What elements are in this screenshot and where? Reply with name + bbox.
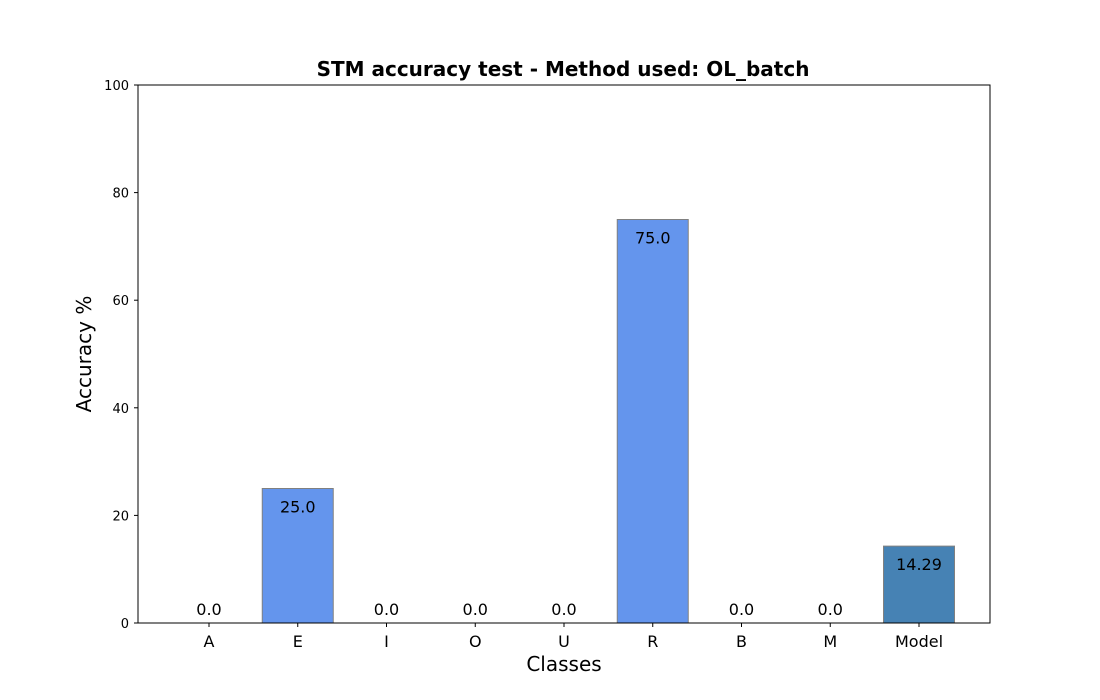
y-tick-label: 0 xyxy=(121,617,129,632)
x-axis-label: Classes xyxy=(526,652,601,676)
x-tick-label: I xyxy=(384,632,389,651)
data-label: 25.0 xyxy=(280,498,316,517)
y-tick-label: 80 xyxy=(112,187,129,202)
data-label: 0.0 xyxy=(463,600,488,619)
data-label: 0.0 xyxy=(551,600,576,619)
bar-r xyxy=(616,219,689,624)
bar-model xyxy=(883,545,955,624)
data-label: 14.29 xyxy=(896,555,942,574)
plot-area-frame xyxy=(137,84,991,624)
data-label: 0.0 xyxy=(196,600,221,619)
x-tick-label: M xyxy=(823,632,837,651)
y-axis-label: Accuracy % xyxy=(72,296,96,413)
data-label: 0.0 xyxy=(818,600,843,619)
y-tick-label: 60 xyxy=(112,294,129,309)
bar-e xyxy=(261,488,334,624)
y-tick-label: 40 xyxy=(112,402,129,417)
data-label: 0.0 xyxy=(374,600,399,619)
x-tick-label: R xyxy=(647,632,658,651)
x-tick-label: U xyxy=(558,632,570,651)
x-tick-label: E xyxy=(293,632,303,651)
y-tick-label: 100 xyxy=(104,79,129,94)
x-tick-label: A xyxy=(204,632,215,651)
x-tick-label: B xyxy=(736,632,747,651)
y-tick-label: 20 xyxy=(112,509,129,524)
x-tick-label: Model xyxy=(895,632,943,651)
x-tick-label: O xyxy=(469,632,482,651)
chart-title: STM accuracy test - Method used: OL_batc… xyxy=(317,57,810,81)
data-label: 0.0 xyxy=(729,600,754,619)
data-label: 75.0 xyxy=(635,229,671,248)
